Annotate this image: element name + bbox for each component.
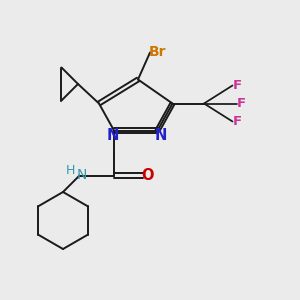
Text: N: N <box>154 128 167 143</box>
Text: O: O <box>142 168 154 183</box>
Text: F: F <box>233 79 242 92</box>
Text: N: N <box>77 168 87 182</box>
Text: F: F <box>233 115 242 128</box>
Text: Br: Br <box>149 46 166 59</box>
Text: F: F <box>237 97 246 110</box>
Text: H: H <box>66 164 75 177</box>
Text: N: N <box>106 128 119 142</box>
